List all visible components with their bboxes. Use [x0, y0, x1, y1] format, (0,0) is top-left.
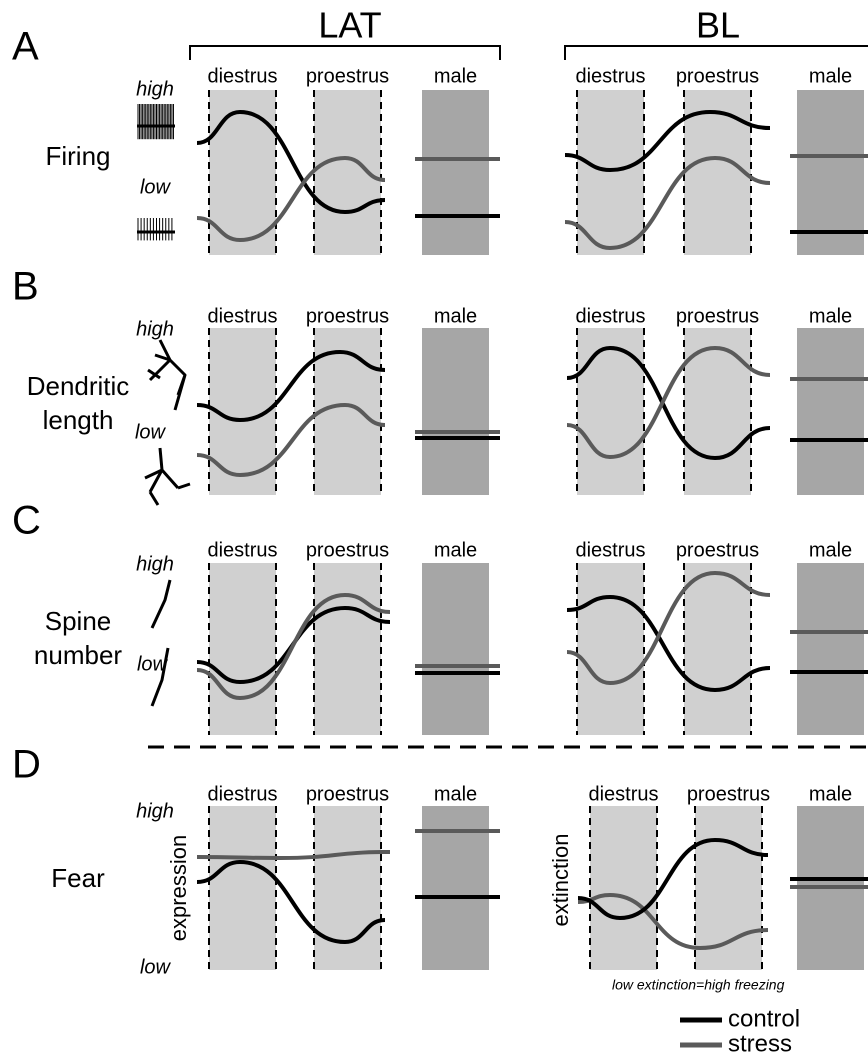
row-label: Dendritic [27, 371, 130, 401]
header: BL [696, 5, 740, 46]
cycle-band [209, 563, 276, 735]
low-label: low [140, 176, 172, 198]
cycle-band [209, 806, 276, 970]
column-label: diestrus [575, 305, 645, 327]
column-label: male [809, 65, 852, 87]
column-label: diestrus [207, 539, 277, 561]
panel-letter: D [12, 743, 41, 787]
bracket [190, 46, 500, 60]
cycle-band [684, 563, 751, 735]
cycle-band [577, 328, 644, 495]
axis-label: extinction [548, 834, 573, 927]
male-band [422, 328, 489, 495]
low-label: low [140, 956, 172, 978]
cycle-band [577, 563, 644, 735]
column-label: male [434, 305, 477, 327]
cycle-band [314, 806, 381, 970]
panel-letter: B [12, 265, 39, 309]
high-label: high [136, 78, 174, 100]
column-label: proestrus [676, 65, 759, 87]
note: low extinction=high freezing [612, 977, 785, 993]
row-label: Spine [45, 606, 112, 636]
column-label: diestrus [588, 783, 658, 805]
high-label: high [136, 553, 174, 575]
cycle-band [590, 806, 657, 970]
low-label: low [135, 421, 167, 443]
column-label: diestrus [207, 65, 277, 87]
column-label: proestrus [306, 65, 389, 87]
cycle-band [577, 90, 644, 255]
column-label: male [434, 539, 477, 561]
column-label: proestrus [676, 305, 759, 327]
sketch [148, 340, 185, 410]
male-band [422, 90, 489, 255]
column-label: proestrus [676, 539, 759, 561]
column-label: proestrus [687, 783, 770, 805]
column-label: male [434, 783, 477, 805]
column-label: diestrus [207, 783, 277, 805]
column-label: male [434, 65, 477, 87]
column-label: diestrus [207, 305, 277, 327]
row-label: length [43, 405, 114, 435]
column-label: male [809, 783, 852, 805]
column-label: diestrus [575, 539, 645, 561]
male-band [797, 563, 864, 735]
row-label: number [34, 640, 122, 670]
row-label: Fear [51, 863, 105, 893]
sketch [145, 448, 190, 505]
legend-label: control [728, 1005, 800, 1032]
column-label: proestrus [306, 539, 389, 561]
panel-letter: C [12, 499, 41, 543]
panel-letter: A [12, 25, 39, 69]
row-label: Firing [45, 141, 110, 171]
high-label: high [136, 318, 174, 340]
figure: LAT BL low extinction=high freezing cont… [0, 0, 868, 1057]
male-band [422, 563, 489, 735]
header: LAT [318, 5, 381, 46]
high-label: high [136, 800, 174, 822]
column-label: proestrus [306, 783, 389, 805]
column-label: male [809, 539, 852, 561]
axis-label: expression [166, 835, 191, 941]
bracket [565, 46, 868, 60]
sketch [152, 580, 170, 628]
column-label: diestrus [575, 65, 645, 87]
column-label: proestrus [306, 305, 389, 327]
cycle-band [314, 563, 381, 735]
male-band [797, 328, 864, 495]
column-label: male [809, 305, 852, 327]
legend-label: stress [728, 1030, 792, 1057]
cycle-band [695, 806, 762, 970]
